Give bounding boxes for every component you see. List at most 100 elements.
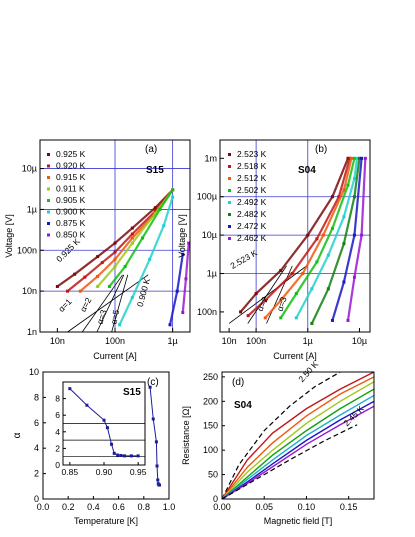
series-line-b xyxy=(279,158,356,319)
y-axis-label-b: Voltage [V] xyxy=(177,214,187,258)
series-line-d xyxy=(222,400,374,499)
series-line-d xyxy=(222,394,374,499)
y-tick-label-c: 10 xyxy=(29,367,39,377)
panel-c-frame xyxy=(42,371,170,500)
series-line-b xyxy=(247,158,351,317)
panel-label-a: (a) xyxy=(145,144,157,155)
series-line-b xyxy=(346,158,367,321)
series-line-a xyxy=(96,189,174,288)
panel-label-d: (d) xyxy=(232,377,244,388)
x-axis-label-b: Current [A] xyxy=(273,351,317,361)
x-tick-label-c: 0.0 xyxy=(37,502,50,512)
y-tick-label-a: 10µ xyxy=(22,164,37,174)
panel-d-frame xyxy=(221,371,375,500)
y-axis-label-a: Voltage [V] xyxy=(4,214,14,258)
sample-label-d: S04 xyxy=(234,400,252,411)
annotation-b: 2.523 K xyxy=(229,247,260,270)
annotation-a: α=1 xyxy=(56,296,74,314)
inset-data-point-c xyxy=(116,453,120,457)
y-tick-label-b: 100µ xyxy=(197,192,217,202)
y-tick-label-d: 100 xyxy=(203,445,218,455)
x-axis-label-a: Current [A] xyxy=(93,351,137,361)
legend-marker-a xyxy=(47,210,50,214)
legend-label-b: 2.502 K xyxy=(237,185,267,195)
series-label-d: 2.50 K xyxy=(296,359,320,384)
y-tick-label-d: 50 xyxy=(208,470,218,480)
panel-label-b: (b) xyxy=(315,144,327,155)
legend-marker-b xyxy=(228,225,231,228)
sample-label-b: S04 xyxy=(298,165,316,176)
annotation-b: α=3 xyxy=(275,295,289,312)
data-point-c xyxy=(154,440,158,444)
legend-marker-a xyxy=(47,164,50,168)
series-line-a xyxy=(66,189,174,292)
legend-label-a: 0.911 K xyxy=(56,184,85,194)
y-axis-label-d: Resistance [Ω] xyxy=(181,406,191,465)
legend-marker-b xyxy=(228,201,231,204)
series-line-a xyxy=(181,242,190,313)
legend-marker-a xyxy=(47,176,50,179)
legend-marker-b xyxy=(228,189,231,192)
y-tick-label-c: 8 xyxy=(34,392,39,402)
series-line-b xyxy=(310,158,361,324)
inset-y-tick-label-c: 0 xyxy=(55,460,60,470)
panel-b-frame xyxy=(219,139,371,333)
panel-label-c: (c) xyxy=(147,377,159,388)
y-tick-label-d: 0 xyxy=(213,494,218,504)
inset-y-tick-label-c: 8 xyxy=(55,394,60,404)
y-tick-label-c: 6 xyxy=(34,418,39,428)
inset-data-point-c xyxy=(105,426,109,430)
x-tick-label-c: 1.0 xyxy=(163,502,176,512)
inset-data-point-c xyxy=(110,442,114,446)
y-tick-label-a: 1µ xyxy=(27,204,37,214)
series-line-b xyxy=(239,157,350,313)
x-tick-label-a: 10n xyxy=(50,336,65,346)
alpha-guide-line-b xyxy=(247,265,287,324)
alpha-guide-line xyxy=(96,274,125,333)
alpha-guide-line-b xyxy=(228,265,307,324)
legend-label-b: 2.472 K xyxy=(237,221,267,231)
legend-marker-b xyxy=(228,153,231,156)
inset-data-point-c xyxy=(129,454,133,458)
legend-marker-a xyxy=(47,222,50,225)
x-axis-label-d: Magnetic field [T] xyxy=(264,516,333,526)
inset-y-tick-label-c: 4 xyxy=(55,427,60,437)
series-line-a xyxy=(108,189,174,288)
x-tick-label-d: 0.05 xyxy=(255,502,273,512)
series-line-a xyxy=(168,254,184,326)
inset-y-tick-label-c: 6 xyxy=(55,410,60,420)
x-tick-label-a: 1µ xyxy=(168,336,178,346)
legend-label-a: 0.875 K xyxy=(56,218,86,228)
y-tick-label-a: 100n xyxy=(17,245,37,255)
inset-data-point-c xyxy=(68,387,72,391)
y-tick-label-d: 150 xyxy=(203,421,218,431)
legend-label-a: 0.905 K xyxy=(56,195,86,205)
series-line-a xyxy=(56,189,174,288)
x-tick-label-d: 0.00 xyxy=(213,502,231,512)
inset-data-point-c xyxy=(112,451,116,455)
series-line-d xyxy=(222,381,374,499)
data-point-c xyxy=(151,417,155,421)
annotation-a: α=2 xyxy=(78,296,94,314)
legend-marker-a xyxy=(47,199,50,202)
legend-label-a: 0.915 K xyxy=(56,172,86,182)
annotation-a: α=5 xyxy=(108,309,121,326)
legend-label-b: 2.462 K xyxy=(237,233,267,243)
legend-label-a: 0.925 K xyxy=(56,149,86,159)
inset-data-point-c xyxy=(85,403,89,407)
y-tick-label-a: 10n xyxy=(22,286,37,296)
series-line-d xyxy=(222,424,358,499)
series-line-b xyxy=(264,158,353,319)
series-line-d xyxy=(222,372,341,499)
inset-data-point-c xyxy=(102,418,106,422)
legend-label-a: 0.850 K xyxy=(56,230,86,240)
alpha-guide-line xyxy=(111,274,129,333)
alpha-guide-line-b xyxy=(266,265,293,324)
data-point-c xyxy=(155,464,159,468)
x-tick-label-b: 10µ xyxy=(352,336,367,346)
inset-y-tick-label-c: 2 xyxy=(55,443,60,453)
annotation-a: 0.900 K xyxy=(135,277,152,308)
y-tick-label-b: 1µ xyxy=(207,269,217,279)
inset-sample-label-c: S15 xyxy=(123,387,141,398)
x-tick-label-c: 0.8 xyxy=(138,502,151,512)
